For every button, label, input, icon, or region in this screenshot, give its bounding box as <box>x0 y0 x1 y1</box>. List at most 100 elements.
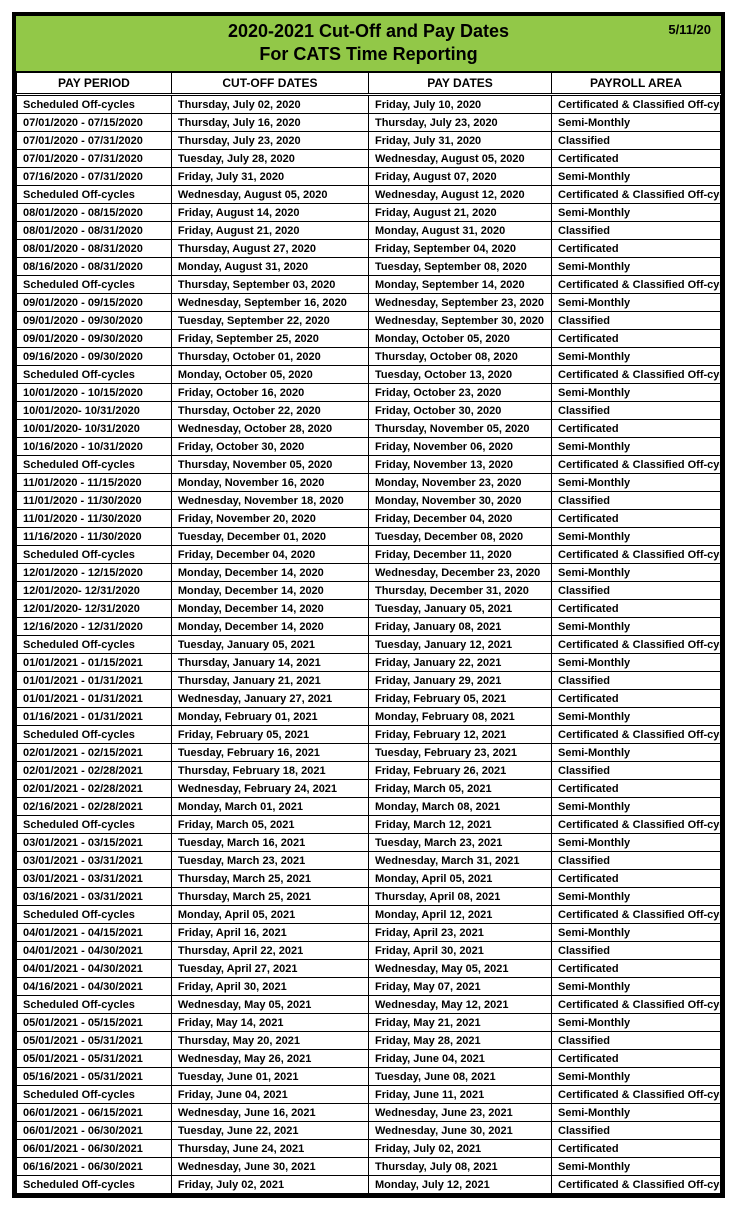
table-cell: Semi-Monthly <box>552 168 721 186</box>
table-cell: Thursday, May 20, 2021 <box>171 1032 368 1050</box>
table-cell: Wednesday, May 05, 2021 <box>368 960 551 978</box>
table-cell: Monday, December 14, 2020 <box>171 600 368 618</box>
table-cell: Friday, January 29, 2021 <box>368 672 551 690</box>
table-cell: 07/01/2020 - 07/15/2020 <box>17 114 172 132</box>
table-row: 08/01/2020 - 08/31/2020Thursday, August … <box>17 240 721 258</box>
table-cell: Tuesday, December 01, 2020 <box>171 528 368 546</box>
table-cell: 03/01/2021 - 03/31/2021 <box>17 870 172 888</box>
table-cell: Friday, July 10, 2020 <box>368 95 551 114</box>
table-cell: Semi-Monthly <box>552 834 721 852</box>
table-row: 10/01/2020- 10/31/2020Thursday, October … <box>17 402 721 420</box>
table-row: 07/01/2020 - 07/31/2020Thursday, July 23… <box>17 132 721 150</box>
table-row: Scheduled Off-cyclesFriday, December 04,… <box>17 546 721 564</box>
table-cell: 08/01/2020 - 08/31/2020 <box>17 240 172 258</box>
table-cell: Thursday, July 02, 2020 <box>171 95 368 114</box>
table-cell: Certificated & Classified Off-cycles <box>552 276 721 294</box>
table-cell: 12/01/2020- 12/31/2020 <box>17 582 172 600</box>
table-row: Scheduled Off-cyclesFriday, February 05,… <box>17 726 721 744</box>
table-cell: 02/01/2021 - 02/15/2021 <box>17 744 172 762</box>
table-cell: Scheduled Off-cycles <box>17 95 172 114</box>
table-cell: Monday, September 14, 2020 <box>368 276 551 294</box>
table-cell: Wednesday, December 23, 2020 <box>368 564 551 582</box>
table-cell: Friday, July 02, 2021 <box>368 1140 551 1158</box>
table-cell: 05/16/2021 - 05/31/2021 <box>17 1068 172 1086</box>
table-cell: Monday, February 08, 2021 <box>368 708 551 726</box>
table-cell: Monday, November 23, 2020 <box>368 474 551 492</box>
table-cell: Wednesday, November 18, 2020 <box>171 492 368 510</box>
table-cell: Semi-Monthly <box>552 618 721 636</box>
table-row: 11/01/2020 - 11/30/2020Friday, November … <box>17 510 721 528</box>
table-row: 05/01/2021 - 05/31/2021Thursday, May 20,… <box>17 1032 721 1050</box>
table-cell: Tuesday, June 08, 2021 <box>368 1068 551 1086</box>
table-cell: 02/16/2021 - 02/28/2021 <box>17 798 172 816</box>
table-row: 12/01/2020- 12/31/2020Monday, December 1… <box>17 600 721 618</box>
table-cell: Monday, August 31, 2020 <box>171 258 368 276</box>
table-cell: Wednesday, October 28, 2020 <box>171 420 368 438</box>
table-row: Scheduled Off-cyclesWednesday, August 05… <box>17 186 721 204</box>
table-cell: Classified <box>552 222 721 240</box>
table-cell: Scheduled Off-cycles <box>17 726 172 744</box>
table-cell: 10/01/2020- 10/31/2020 <box>17 402 172 420</box>
table-cell: Semi-Monthly <box>552 384 721 402</box>
table-row: Scheduled Off-cyclesFriday, July 02, 202… <box>17 1176 721 1194</box>
table-cell: Thursday, October 01, 2020 <box>171 348 368 366</box>
table-row: 03/01/2021 - 03/15/2021Tuesday, March 16… <box>17 834 721 852</box>
table-cell: 11/01/2020 - 11/15/2020 <box>17 474 172 492</box>
table-row: Scheduled Off-cyclesTuesday, January 05,… <box>17 636 721 654</box>
table-row: 08/01/2020 - 08/31/2020Friday, August 21… <box>17 222 721 240</box>
table-cell: Wednesday, September 23, 2020 <box>368 294 551 312</box>
table-cell: 07/01/2020 - 07/31/2020 <box>17 132 172 150</box>
table-cell: Certificated <box>552 330 721 348</box>
table-row: Scheduled Off-cyclesFriday, March 05, 20… <box>17 816 721 834</box>
table-cell: Tuesday, July 28, 2020 <box>171 150 368 168</box>
table-cell: Friday, February 26, 2021 <box>368 762 551 780</box>
table-row: 07/01/2020 - 07/15/2020Thursday, July 16… <box>17 114 721 132</box>
table-row: 07/01/2020 - 07/31/2020Tuesday, July 28,… <box>17 150 721 168</box>
col-header-pay-dates: PAY DATES <box>368 72 551 95</box>
table-row: 05/01/2021 - 05/15/2021Friday, May 14, 2… <box>17 1014 721 1032</box>
table-cell: 08/16/2020 - 08/31/2020 <box>17 258 172 276</box>
table-cell: Certificated & Classified Off-cycles <box>552 816 721 834</box>
table-cell: Tuesday, April 27, 2021 <box>171 960 368 978</box>
table-cell: 11/01/2020 - 11/30/2020 <box>17 492 172 510</box>
table-row: 01/01/2021 - 01/31/2021Wednesday, Januar… <box>17 690 721 708</box>
table-cell: 02/01/2021 - 02/28/2021 <box>17 762 172 780</box>
table-cell: Monday, April 12, 2021 <box>368 906 551 924</box>
table-cell: 07/16/2020 - 07/31/2020 <box>17 168 172 186</box>
table-cell: Thursday, March 25, 2021 <box>171 888 368 906</box>
table-cell: Semi-Monthly <box>552 1158 721 1176</box>
table-cell: Thursday, July 08, 2021 <box>368 1158 551 1176</box>
table-cell: Tuesday, February 23, 2021 <box>368 744 551 762</box>
table-row: 06/01/2021 - 06/30/2021Tuesday, June 22,… <box>17 1122 721 1140</box>
table-cell: Semi-Monthly <box>552 744 721 762</box>
table-cell: Certificated <box>552 510 721 528</box>
table-cell: Thursday, July 23, 2020 <box>171 132 368 150</box>
table-cell: Wednesday, February 24, 2021 <box>171 780 368 798</box>
table-cell: Semi-Monthly <box>552 294 721 312</box>
table-cell: Semi-Monthly <box>552 888 721 906</box>
table-row: 04/01/2021 - 04/30/2021Tuesday, April 27… <box>17 960 721 978</box>
table-row: 11/01/2020 - 11/30/2020Wednesday, Novemb… <box>17 492 721 510</box>
table-cell: Semi-Monthly <box>552 114 721 132</box>
table-cell: Classified <box>552 1032 721 1050</box>
table-row: 05/01/2021 - 05/31/2021Wednesday, May 26… <box>17 1050 721 1068</box>
table-cell: Scheduled Off-cycles <box>17 1176 172 1194</box>
table-cell: Tuesday, June 22, 2021 <box>171 1122 368 1140</box>
table-cell: Tuesday, September 08, 2020 <box>368 258 551 276</box>
table-cell: Friday, October 30, 2020 <box>368 402 551 420</box>
table-cell: Friday, February 05, 2021 <box>171 726 368 744</box>
table-cell: 06/01/2021 - 06/15/2021 <box>17 1104 172 1122</box>
table-cell: Scheduled Off-cycles <box>17 636 172 654</box>
table-cell: 10/16/2020 - 10/31/2020 <box>17 438 172 456</box>
table-cell: Friday, May 21, 2021 <box>368 1014 551 1032</box>
title-line-1: 2020-2021 Cut-Off and Pay Dates <box>24 20 713 43</box>
table-cell: Classified <box>552 312 721 330</box>
table-cell: 06/16/2021 - 06/30/2021 <box>17 1158 172 1176</box>
table-cell: 05/01/2021 - 05/31/2021 <box>17 1032 172 1050</box>
table-cell: Certificated & Classified Off-cycles <box>552 1176 721 1194</box>
table-cell: Friday, July 31, 2020 <box>368 132 551 150</box>
table-cell: 08/01/2020 - 08/15/2020 <box>17 204 172 222</box>
table-cell: Tuesday, March 23, 2021 <box>368 834 551 852</box>
table-cell: Wednesday, August 05, 2020 <box>171 186 368 204</box>
table-cell: Certificated <box>552 150 721 168</box>
